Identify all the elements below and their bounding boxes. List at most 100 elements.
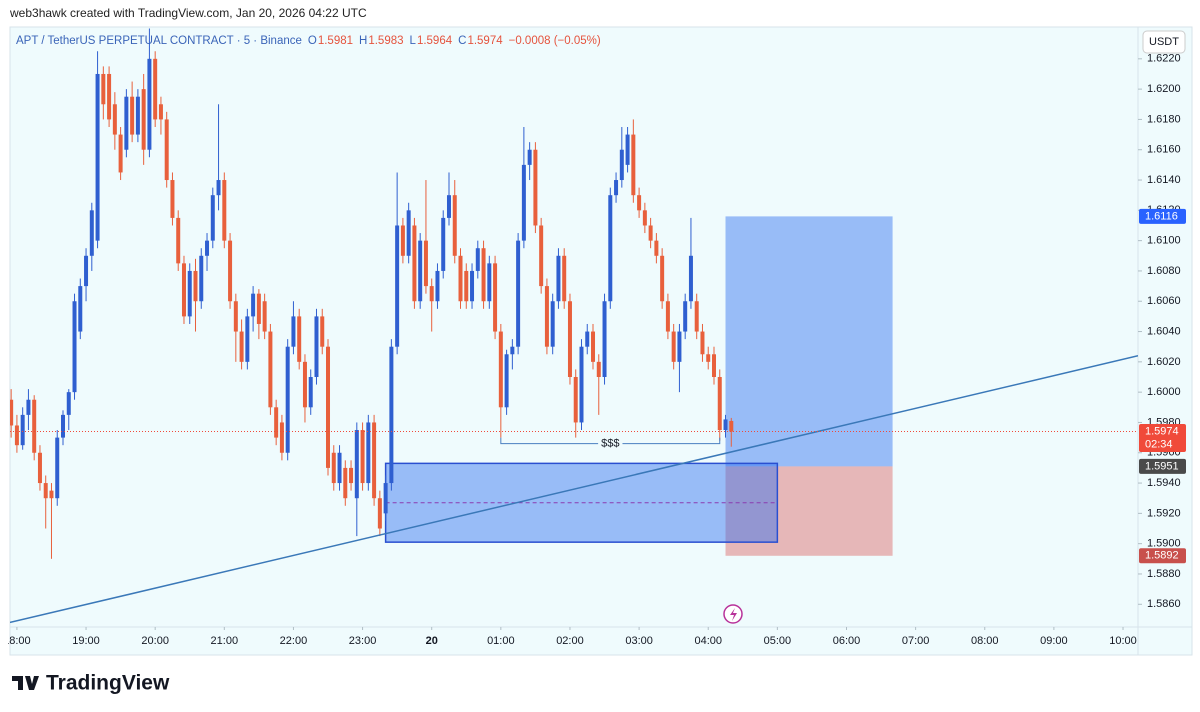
y-tick-label: 1.6220 [1147,53,1181,65]
candle-body [349,467,354,484]
x-tick-label: 08:00 [971,635,999,647]
candle-body [210,195,215,241]
candle-body [400,225,405,256]
x-axis: 18:00 19:00 20:00 21:00 22:00 23:00 20 01:00 02:… [3,627,1137,647]
stop-zone [725,466,893,556]
price-tag-label: 1.6116 [1145,210,1178,222]
candle-body [222,180,227,241]
x-tick-label: 19:00 [72,635,100,647]
candle-body [539,225,544,287]
target-zone [725,216,893,467]
ohlc-label: H [359,35,367,47]
x-tick-label: 20 [426,635,438,647]
candle-body [562,255,567,302]
x-tick-label: 10:00 [1109,635,1137,647]
x-tick-label: 23:00 [349,635,377,647]
candle-body [723,419,728,431]
x-tick-label: 18:00 [3,635,31,647]
candle-body [596,361,601,377]
candle-body [464,270,469,302]
candle-body [124,96,129,150]
candle-body [256,293,261,324]
candle-body [625,134,630,165]
candle-body [567,301,572,377]
candle-body [608,195,613,302]
candle-body [291,316,296,347]
ohlc-value: 1.5983 [368,35,403,47]
symbol-title: APT / TetherUS PERPETUAL CONTRACT · 5 · … [16,35,302,47]
candle-body [660,255,665,302]
candle-body [729,420,734,432]
change: −0.0008 (−0.05%) [509,35,601,47]
y-tick-label: 1.6000 [1147,386,1181,398]
x-tick-label: 06:00 [833,635,861,647]
candle-body [700,331,705,355]
candle-body [389,346,394,484]
candle-body [395,225,400,347]
candle-body [181,263,186,317]
candle-body [654,240,659,256]
x-tick-label: 01:00 [487,635,515,647]
currency[interactable]: USDT [1149,36,1179,48]
candle-body [435,270,440,302]
candle-body [279,422,284,453]
candle-body [642,210,647,226]
candle-body [406,210,411,256]
candle-body [49,490,54,499]
y-tick-label: 1.6040 [1147,325,1181,337]
candle-body [176,217,181,264]
candle-body [429,286,434,302]
candle-body [481,248,486,302]
candle-body [72,301,77,393]
candle-body [274,407,279,438]
candle-body [112,104,117,135]
candle-body [631,134,636,196]
candle-body [544,286,549,347]
candle-body [158,104,163,120]
candle-body [187,270,192,317]
candle-body [550,301,555,347]
candle-body [314,316,319,377]
candle-body [20,414,25,446]
candle-body [326,346,331,468]
ohlc-value: 1.5974 [467,35,503,47]
alert-icon[interactable] [723,604,743,624]
candle-body [216,180,221,196]
x-tick-label: 07:00 [902,635,930,647]
price-tag-label: 1.5974 [1145,425,1179,437]
candle-body [130,96,135,135]
candle-body [585,331,590,347]
candle-body [711,354,716,377]
candle-body [268,331,273,408]
candle-body [331,452,336,484]
x-tick-label: 02:00 [556,635,584,647]
candle-body [262,301,267,332]
candle-body [665,301,670,332]
candle-body [372,422,377,499]
x-tick-label: 22:00 [280,635,308,647]
candle-body [205,240,210,256]
candle-body [470,270,475,302]
ohlc-label: L [410,35,417,47]
y-tick-label: 1.5900 [1147,538,1181,550]
candle-body [475,248,480,271]
candle-body [418,240,423,302]
y-tick-label: 1.6100 [1147,235,1181,247]
logo-text: TradingView [46,672,170,695]
x-tick-label: 20:00 [141,635,169,647]
ohlc-value: 1.5981 [318,35,353,47]
candle-body [521,164,526,241]
x-tick-label: 21:00 [211,635,239,647]
candle-body [694,301,699,332]
candle-body [297,316,302,362]
x-tick-label: 03:00 [625,635,653,647]
price-tag [1139,208,1186,224]
candle-body [458,255,463,302]
candle-body [516,240,521,347]
currency-button[interactable] [1142,30,1186,54]
y-tick-label: 1.5860 [1147,598,1181,610]
y-tick-label: 1.6060 [1147,295,1181,307]
candle-body [354,430,359,499]
candle-body [43,483,48,499]
